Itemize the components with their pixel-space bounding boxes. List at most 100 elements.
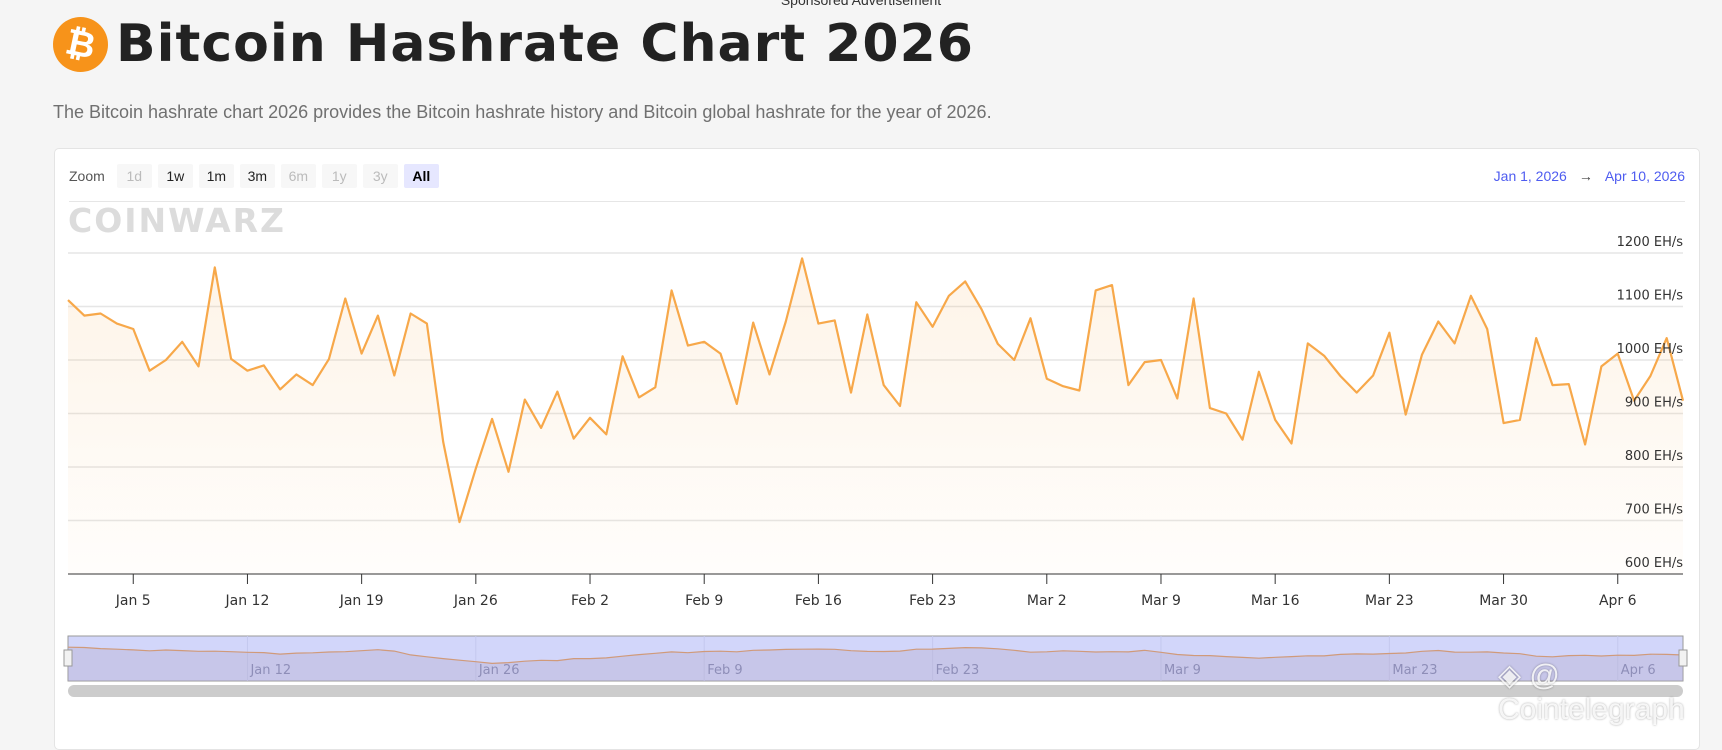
data-point[interactable] (489, 416, 495, 422)
data-point[interactable] (1419, 352, 1425, 358)
data-point[interactable] (962, 278, 968, 284)
data-point[interactable] (1076, 387, 1082, 393)
data-point[interactable] (1272, 417, 1278, 423)
data-point[interactable] (620, 353, 626, 359)
data-point[interactable] (261, 362, 267, 368)
data-point[interactable] (1468, 293, 1474, 299)
data-point[interactable] (244, 368, 250, 374)
data-point[interactable] (505, 469, 511, 475)
data-point[interactable] (881, 382, 887, 388)
data-point[interactable] (522, 397, 528, 403)
range-to-input[interactable]: Apr 10, 2026 (1604, 168, 1685, 184)
data-point[interactable] (342, 295, 348, 301)
data-point[interactable] (1223, 411, 1229, 417)
data-point[interactable] (375, 313, 381, 319)
data-point[interactable] (1517, 417, 1523, 423)
data-point[interactable] (538, 425, 544, 431)
zoom-button-3m[interactable]: 3m (239, 164, 275, 188)
data-point[interactable] (783, 318, 789, 324)
data-point[interactable] (1501, 420, 1507, 426)
data-point[interactable] (440, 439, 446, 445)
data-point[interactable] (864, 312, 870, 318)
data-point[interactable] (701, 339, 707, 345)
data-point[interactable] (815, 321, 821, 327)
zoom-button-all[interactable]: All (403, 164, 439, 188)
data-point[interactable] (1598, 363, 1604, 369)
data-point[interactable] (603, 431, 609, 437)
data-point[interactable] (114, 321, 120, 327)
data-point[interactable] (1337, 373, 1343, 379)
data-point[interactable] (1288, 440, 1294, 446)
data-point[interactable] (391, 373, 397, 379)
data-point[interactable] (652, 384, 658, 390)
data-point[interactable] (979, 306, 985, 312)
data-point[interactable] (734, 401, 740, 407)
navigator-handle-right[interactable] (1678, 649, 1688, 667)
data-point[interactable] (98, 310, 104, 316)
data-point[interactable] (718, 351, 724, 357)
data-point[interactable] (946, 293, 952, 299)
data-point[interactable] (1109, 282, 1115, 288)
data-point[interactable] (1386, 330, 1392, 336)
data-point[interactable] (685, 343, 691, 349)
data-point[interactable] (1093, 287, 1099, 293)
data-point[interactable] (1011, 357, 1017, 363)
zoom-button-1m[interactable]: 1m (198, 164, 234, 188)
data-point[interactable] (750, 320, 756, 326)
data-point[interactable] (81, 313, 87, 319)
data-point[interactable] (587, 415, 593, 421)
data-point[interactable] (359, 351, 365, 357)
data-point[interactable] (293, 371, 299, 377)
data-point[interactable] (1044, 376, 1050, 382)
navigator-selection[interactable] (67, 635, 1684, 682)
data-point[interactable] (1452, 340, 1458, 346)
data-point[interactable] (1321, 353, 1327, 359)
data-point[interactable] (1549, 382, 1555, 388)
data-point[interactable] (1305, 340, 1311, 346)
data-point[interactable] (669, 287, 675, 293)
data-point[interactable] (163, 357, 169, 363)
data-point[interactable] (1435, 318, 1441, 324)
data-point[interactable] (1370, 373, 1376, 379)
data-point[interactable] (310, 382, 316, 388)
data-point[interactable] (1354, 390, 1360, 396)
data-point[interactable] (65, 297, 71, 303)
data-point[interactable] (1566, 381, 1572, 387)
data-point[interactable] (571, 436, 577, 442)
data-point[interactable] (848, 390, 854, 396)
data-point[interactable] (1256, 369, 1262, 375)
data-point[interactable] (277, 386, 283, 392)
data-point[interactable] (1664, 335, 1670, 341)
data-point[interactable] (457, 519, 463, 525)
data-point[interactable] (147, 368, 153, 374)
data-point[interactable] (1060, 383, 1066, 389)
data-point[interactable] (636, 394, 642, 400)
navigator-handle-left[interactable] (63, 649, 73, 667)
data-point[interactable] (408, 310, 414, 316)
data-point[interactable] (1647, 373, 1653, 379)
data-point[interactable] (1158, 357, 1164, 363)
data-point[interactable] (424, 321, 430, 327)
data-point[interactable] (554, 389, 560, 395)
data-point[interactable] (196, 363, 202, 369)
data-point[interactable] (799, 255, 805, 261)
data-point[interactable] (1533, 335, 1539, 341)
data-point[interactable] (1207, 405, 1213, 411)
data-point[interactable] (212, 264, 218, 270)
data-point[interactable] (913, 299, 919, 305)
data-point[interactable] (930, 324, 936, 330)
data-point[interactable] (179, 339, 185, 345)
zoom-button-1w[interactable]: 1w (157, 164, 193, 188)
data-point[interactable] (1125, 382, 1131, 388)
navigator-scrollbar[interactable] (68, 685, 1683, 697)
data-point[interactable] (897, 403, 903, 409)
data-point[interactable] (1582, 442, 1588, 448)
data-point[interactable] (130, 326, 136, 332)
data-point[interactable] (1191, 295, 1197, 301)
data-point[interactable] (1027, 315, 1033, 321)
data-point[interactable] (995, 341, 1001, 347)
data-point[interactable] (1484, 326, 1490, 332)
range-from-input[interactable]: Jan 1, 2026 (1493, 168, 1567, 184)
data-point[interactable] (1403, 412, 1409, 418)
data-point[interactable] (1240, 437, 1246, 443)
